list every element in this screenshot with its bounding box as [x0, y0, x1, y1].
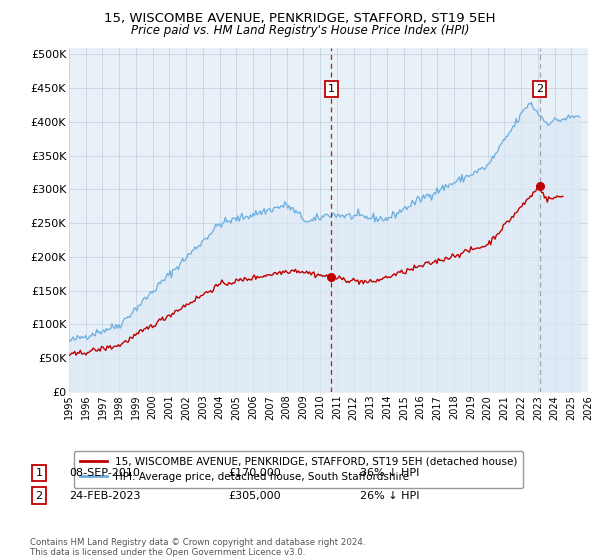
Text: 15, WISCOMBE AVENUE, PENKRIDGE, STAFFORD, ST19 5EH: 15, WISCOMBE AVENUE, PENKRIDGE, STAFFORD… [104, 12, 496, 25]
Text: 24-FEB-2023: 24-FEB-2023 [69, 491, 140, 501]
Text: £170,000: £170,000 [228, 468, 281, 478]
Text: 26% ↓ HPI: 26% ↓ HPI [360, 491, 419, 501]
Text: 2: 2 [536, 84, 544, 94]
Text: 2: 2 [35, 491, 43, 501]
Text: 1: 1 [35, 468, 43, 478]
Text: £305,000: £305,000 [228, 491, 281, 501]
Text: Contains HM Land Registry data © Crown copyright and database right 2024.
This d: Contains HM Land Registry data © Crown c… [30, 538, 365, 557]
Text: 36% ↓ HPI: 36% ↓ HPI [360, 468, 419, 478]
Text: Price paid vs. HM Land Registry's House Price Index (HPI): Price paid vs. HM Land Registry's House … [131, 24, 469, 36]
Text: 1: 1 [328, 84, 335, 94]
Legend: 15, WISCOMBE AVENUE, PENKRIDGE, STAFFORD, ST19 5EH (detached house), HPI: Averag: 15, WISCOMBE AVENUE, PENKRIDGE, STAFFORD… [74, 451, 523, 488]
Text: 08-SEP-2010: 08-SEP-2010 [69, 468, 140, 478]
